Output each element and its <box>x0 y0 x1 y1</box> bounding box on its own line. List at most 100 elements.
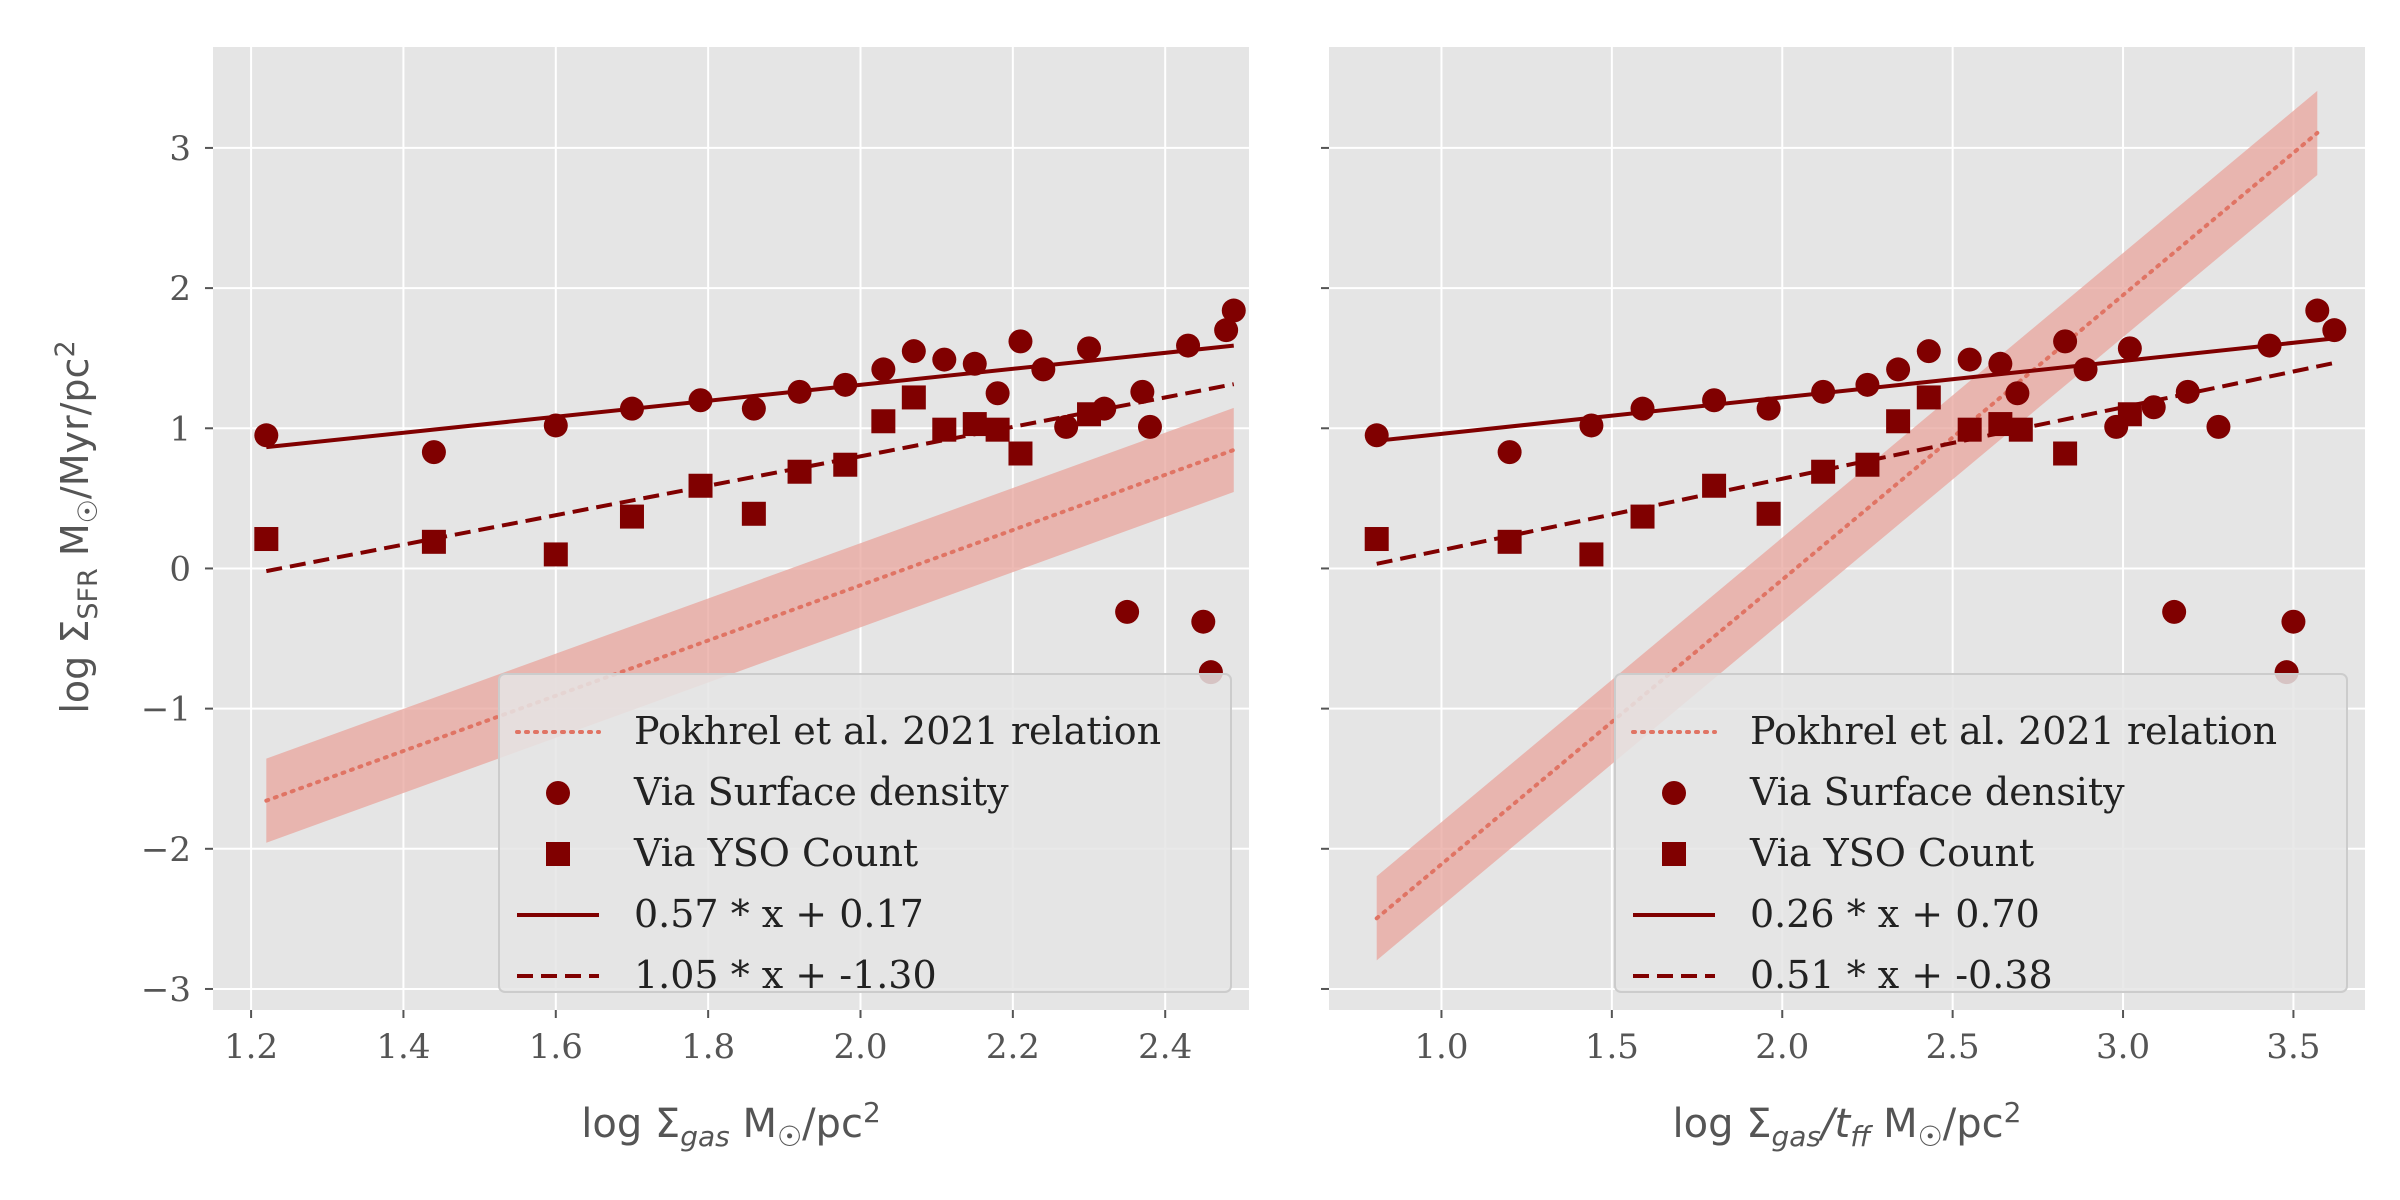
yso-count-point <box>1630 504 1655 529</box>
surface-density-point <box>1191 609 1216 634</box>
legend-circle-swatch <box>1662 781 1686 805</box>
y-tick-label: 2 <box>169 269 191 309</box>
surface-density-point <box>254 423 279 448</box>
yso-count-point <box>1855 452 1880 477</box>
x-axis-label-prefix: log Σ <box>581 1101 680 1147</box>
surface-density-point <box>688 388 713 413</box>
surface-density-point <box>1497 440 1522 465</box>
x-axis-label-mid: /t <box>1818 1101 1851 1147</box>
x-axis-label-sun: ☉ <box>1918 1120 1943 1153</box>
relation-line <box>1374 130 2320 921</box>
surface-density-point <box>932 347 957 372</box>
surface-density-point <box>1916 339 1941 364</box>
x-axis-label: log Σgas/tff M☉/pc2 <box>1673 1096 2022 1153</box>
surface-density-point <box>2257 333 2282 358</box>
surface-density-point <box>2005 381 2030 406</box>
surface-density-point <box>2281 609 2306 634</box>
legend-label: 0.51 * x + -0.38 <box>1750 953 2053 997</box>
surface-density-point <box>1077 336 1102 361</box>
surface-density-point <box>1579 413 1604 438</box>
x-axis-label-rest: /pc <box>802 1101 863 1147</box>
x-tick-label: 2.5 <box>1926 1027 1980 1067</box>
yso-count-point <box>1886 409 1911 434</box>
yso-count-point <box>2117 402 2142 427</box>
yso-count-point <box>985 417 1010 442</box>
x-axis-label-sun: ☉ <box>777 1120 802 1153</box>
surface-density-point <box>787 379 812 404</box>
surface-density-point <box>543 413 568 438</box>
surface-density-point <box>1988 351 2013 376</box>
yso-count-point <box>1957 417 1982 442</box>
yso-count-point <box>1916 385 1941 410</box>
legend-label: Via Surface density <box>1749 770 2125 814</box>
surface-density-point <box>1855 372 1880 397</box>
surface-density-point <box>1756 396 1781 421</box>
y-tick-label: −1 <box>141 690 191 730</box>
yso-count-point <box>1756 501 1781 526</box>
yso-count-point <box>619 504 644 529</box>
surface-density-point <box>833 372 858 397</box>
x-axis-label-superscript: 2 <box>863 1096 881 1129</box>
legend-box <box>498 673 1232 993</box>
y-tick-label: 3 <box>169 129 191 169</box>
legend: Pokhrel et al. 2021 relation Via Surface … <box>498 673 1232 997</box>
surface-density-point <box>901 339 926 364</box>
x-tick-label: 1.5 <box>1585 1027 1639 1067</box>
fit-line-yso <box>265 382 1235 574</box>
x-tick-label: 2.0 <box>833 1027 887 1067</box>
surface-density-point <box>1811 379 1836 404</box>
surface-density-point <box>1886 357 1911 382</box>
yso-count-point <box>1364 527 1389 552</box>
fit-line-surface-density <box>1376 336 2335 443</box>
surface-density-point <box>741 396 766 421</box>
surface-density-point <box>2162 599 2187 624</box>
surface-density-point <box>2053 329 2078 354</box>
y-axis-label-sun: ☉ <box>73 499 104 523</box>
legend-label: Via Surface density <box>633 770 1009 814</box>
y-axis-label-rest: /Myr/pc <box>53 358 97 500</box>
y-tick-label: 1 <box>169 409 191 449</box>
surface-density-point <box>1176 333 1201 358</box>
x-tick-label: 2.0 <box>1755 1027 1809 1067</box>
yso-count-point <box>741 501 766 526</box>
legend-label: Pokhrel et al. 2021 relation <box>1750 709 2277 753</box>
surface-density-point <box>1137 414 1162 439</box>
legend-label: Pokhrel et al. 2021 relation <box>634 709 1161 753</box>
surface-density-point <box>2117 336 2142 361</box>
surface-density-point <box>421 440 446 465</box>
yso-count-point <box>833 452 858 477</box>
yso-count-point <box>2053 441 2078 466</box>
x-axis-label-superscript: 2 <box>2004 1096 2022 1129</box>
legend-label: 0.26 * x + 0.70 <box>1750 892 2040 936</box>
yso-count-point <box>1008 441 1033 466</box>
left-panel: 1.2 1.4 1.6 1.8 2.0 2.2 2.4 −3 −2 −1 0 1 2 3 Pokhrel e… <box>141 47 1249 1153</box>
yso-count-point <box>901 385 926 410</box>
relation-line <box>264 447 1236 803</box>
surface-density-point <box>1221 298 1246 323</box>
x-tick-label: 3.5 <box>2266 1027 2320 1067</box>
x-tick-label: 3.0 <box>2096 1027 2150 1067</box>
x-axis-label-rest: /pc <box>1943 1101 2004 1147</box>
x-tick-label: 2.2 <box>986 1027 1040 1067</box>
surface-density-point <box>1702 388 1727 413</box>
x-axis-label-unit: M <box>730 1101 777 1147</box>
surface-density-point <box>1031 357 1056 382</box>
x-tick-label: 1.0 <box>1414 1027 1468 1067</box>
surface-density-point <box>2175 379 2200 404</box>
x-tick-label: 1.2 <box>224 1027 278 1067</box>
legend-label: 0.57 * x + 0.17 <box>634 892 924 936</box>
x-axis-label-subscript: gas <box>1772 1120 1822 1153</box>
legend-box <box>1614 673 2348 993</box>
yso-count-point <box>1811 459 1836 484</box>
y-axis-label-prefix: log Σ <box>53 620 97 714</box>
x-tick-label: 1.4 <box>376 1027 430 1067</box>
surface-density-point <box>1008 329 1033 354</box>
yso-count-point <box>543 542 568 567</box>
right-panel: 1.0 1.5 2.0 2.5 3.0 3.5 Pokhrel et al. 2021 re… <box>1321 47 2365 1153</box>
surface-density-point <box>2206 414 2231 439</box>
surface-density-point <box>2073 357 2098 382</box>
surface-density-point <box>871 357 896 382</box>
y-axis-label-unit: M <box>53 523 97 568</box>
surface-density-point <box>1054 414 1079 439</box>
